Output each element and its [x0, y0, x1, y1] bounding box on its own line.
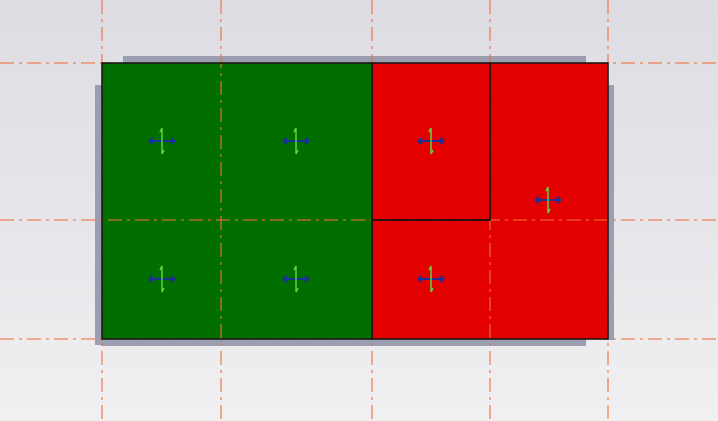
vertical-arrow-icon [293, 127, 299, 155]
move-icon [534, 186, 562, 214]
drop-shadow [95, 56, 614, 346]
move-icon [148, 265, 176, 293]
panel-outlines [101, 62, 609, 340]
vertical-arrow-icon [159, 265, 165, 293]
move-icon [148, 127, 176, 155]
vertical-arrow-icon [545, 186, 551, 214]
move-icon [282, 127, 310, 155]
vertical-arrow-icon [428, 127, 434, 155]
move-markers [148, 127, 562, 293]
vertical-arrow-icon [159, 127, 165, 155]
shadow-strip [95, 85, 103, 345]
shadow-strip [102, 338, 586, 346]
vertical-arrow-icon [428, 265, 434, 293]
move-icon [282, 265, 310, 293]
move-icon [417, 127, 445, 155]
shadow-strip [607, 85, 614, 340]
panel-fills [102, 63, 608, 339]
shadow-strip [123, 56, 586, 64]
vertical-arrow-icon [293, 265, 299, 293]
move-icon [417, 265, 445, 293]
panel-group-outline [371, 62, 609, 340]
